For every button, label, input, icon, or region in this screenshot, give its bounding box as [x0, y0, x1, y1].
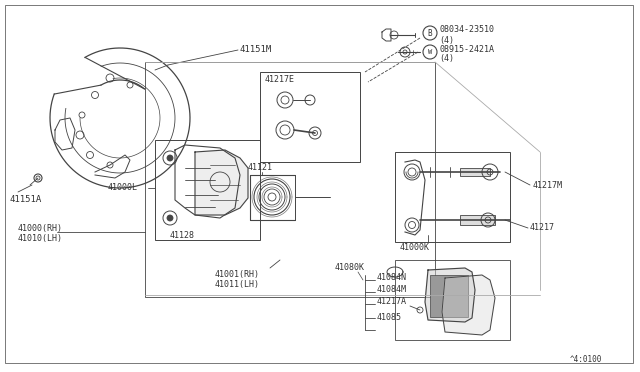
Bar — [395, 260, 510, 340]
Text: 41217E: 41217E — [265, 76, 295, 84]
Bar — [460, 215, 495, 225]
Bar — [145, 62, 435, 297]
Bar — [430, 275, 468, 317]
Text: B: B — [428, 29, 432, 38]
Text: 41000(RH): 41000(RH) — [18, 224, 63, 232]
Text: W: W — [428, 49, 432, 55]
Text: 41121: 41121 — [248, 164, 273, 173]
Circle shape — [167, 215, 173, 221]
Text: 41080K: 41080K — [335, 263, 365, 273]
Polygon shape — [425, 268, 475, 322]
Text: 41084N: 41084N — [377, 273, 407, 282]
Text: 41000L: 41000L — [108, 183, 138, 192]
Text: (4): (4) — [439, 35, 454, 45]
Polygon shape — [442, 275, 495, 335]
Text: 41128: 41128 — [170, 231, 195, 240]
Text: 41010(LH): 41010(LH) — [18, 234, 63, 243]
Bar — [155, 140, 260, 240]
Bar — [395, 152, 510, 242]
Text: 41000K: 41000K — [400, 244, 430, 253]
Text: (4): (4) — [439, 55, 454, 64]
Bar — [260, 72, 360, 162]
Bar — [250, 175, 295, 220]
Text: 08915-2421A: 08915-2421A — [439, 45, 494, 54]
Text: 41217A: 41217A — [377, 298, 407, 307]
Text: 41151A: 41151A — [10, 196, 42, 205]
Text: 41217: 41217 — [530, 224, 555, 232]
Text: 41001(RH): 41001(RH) — [215, 270, 260, 279]
Text: 08034-23510: 08034-23510 — [439, 26, 494, 35]
Text: 41084M: 41084M — [377, 285, 407, 295]
Text: 41011(LH): 41011(LH) — [215, 280, 260, 289]
Bar — [460, 168, 490, 176]
Text: 41151M: 41151M — [240, 45, 272, 55]
Text: ^4:0100: ^4:0100 — [570, 356, 602, 365]
Text: 41085: 41085 — [377, 314, 402, 323]
Circle shape — [167, 155, 173, 161]
Polygon shape — [195, 150, 248, 215]
Text: 41217M: 41217M — [533, 180, 563, 189]
